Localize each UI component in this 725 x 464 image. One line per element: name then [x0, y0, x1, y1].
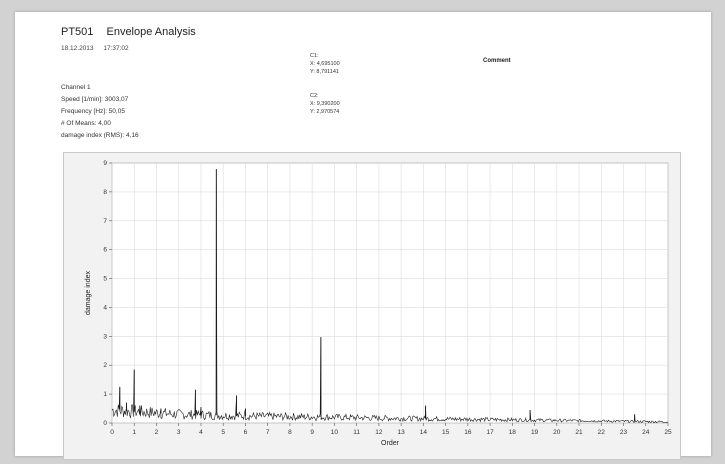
cursor-c1: C1: X: 4,695100 Y: 8,791141 [310, 52, 340, 76]
x-tick-label: 17 [486, 429, 494, 436]
x-tick-label: 9 [310, 429, 314, 436]
cursor-c1-y: Y: 8,791141 [310, 69, 339, 75]
x-tick-label: 1 [132, 429, 136, 436]
y-tick-label: 3 [103, 333, 107, 340]
means-value: # Of Means: 4,00 [61, 120, 111, 127]
title-text: Envelope Analysis [106, 26, 196, 38]
x-tick-label: 21 [575, 429, 583, 436]
x-tick-label: 14 [420, 429, 428, 436]
x-tick-label: 11 [353, 429, 360, 436]
cursor-c1-x: X: 4,695100 [310, 61, 340, 67]
x-tick-label: 6 [244, 429, 248, 436]
report-date: 18.12.2013 [61, 45, 94, 52]
x-tick-label: 16 [464, 429, 472, 436]
plot-area [111, 162, 669, 424]
x-tick-label: 18 [509, 429, 517, 436]
x-tick-label: 20 [553, 429, 561, 436]
y-tick-label: 1 [103, 391, 107, 398]
x-tick-label: 22 [598, 429, 606, 436]
x-tick-label: 4 [199, 429, 203, 436]
damage-index-value: damage index (RMS): 4,16 [61, 132, 139, 139]
y-tick-label: 9 [103, 160, 107, 167]
y-tick-label: 5 [103, 276, 107, 283]
channel-info: Channel 1 Speed [1/min]: 3003,07 Frequen… [61, 82, 139, 142]
x-tick-label: 10 [331, 429, 339, 436]
y-axis-label: damage index [85, 271, 92, 315]
x-tick-label: 13 [398, 429, 406, 436]
cursor-c2-label: C2: [310, 93, 319, 99]
comment-label: Comment [483, 58, 511, 64]
x-tick-label: 12 [375, 429, 383, 436]
y-tick-label: 0 [103, 420, 107, 427]
y-tick-label: 2 [103, 362, 107, 369]
title-id: PT501 [61, 26, 94, 38]
x-tick-label: 19 [531, 429, 539, 436]
x-tick-label: 25 [664, 429, 672, 436]
speed-value: Speed [1/min]: 3003,07 [61, 96, 129, 103]
y-tick-label: 6 [103, 247, 107, 254]
x-tick-label: 7 [266, 429, 270, 436]
y-tick-label: 7 [103, 218, 107, 225]
y-tick-label: 4 [103, 304, 107, 311]
report-time: 17:37:02 [103, 45, 129, 52]
x-tick-label: 3 [177, 429, 181, 436]
chart-panel: 0 1 2 3 4 5 6 7 8 9 10 11 12 13 14 15 16 17 18 19 20 21 22 23 24… [63, 152, 681, 460]
x-tick-label: 2 [155, 429, 159, 436]
x-axis-label: Order [381, 440, 400, 447]
channel-name: Channel 1 [61, 84, 91, 91]
cursor-c2: C2: X: 9,390200 Y: 2,970574 [310, 92, 340, 116]
report-sheet: PT501 Envelope Analysis 18.12.2013 17:37… [15, 12, 711, 460]
x-tick-label: 23 [620, 429, 628, 436]
cursor-c2-x: X: 9,390200 [310, 101, 340, 107]
y-tick-label: 8 [103, 189, 107, 196]
report-datetime: 18.12.2013 17:37:02 [61, 45, 129, 52]
envelope-chart: 0 1 2 3 4 5 6 7 8 9 10 11 12 13 14 15 16 17 18 19 20 21 22 23 24… [85, 160, 672, 447]
frequency-value: Frequency [Hz]: 50,05 [61, 108, 125, 115]
report-title: PT501 Envelope Analysis [61, 26, 196, 38]
cursor-c1-label: C1: [310, 53, 319, 59]
cursor-c2-y: Y: 2,970574 [310, 109, 340, 115]
x-tick-label: 0 [110, 429, 114, 436]
x-tick-label: 15 [442, 429, 450, 436]
x-tick-label: 5 [221, 429, 225, 436]
x-tick-label: 24 [642, 429, 650, 436]
x-tick-label: 8 [288, 429, 292, 436]
